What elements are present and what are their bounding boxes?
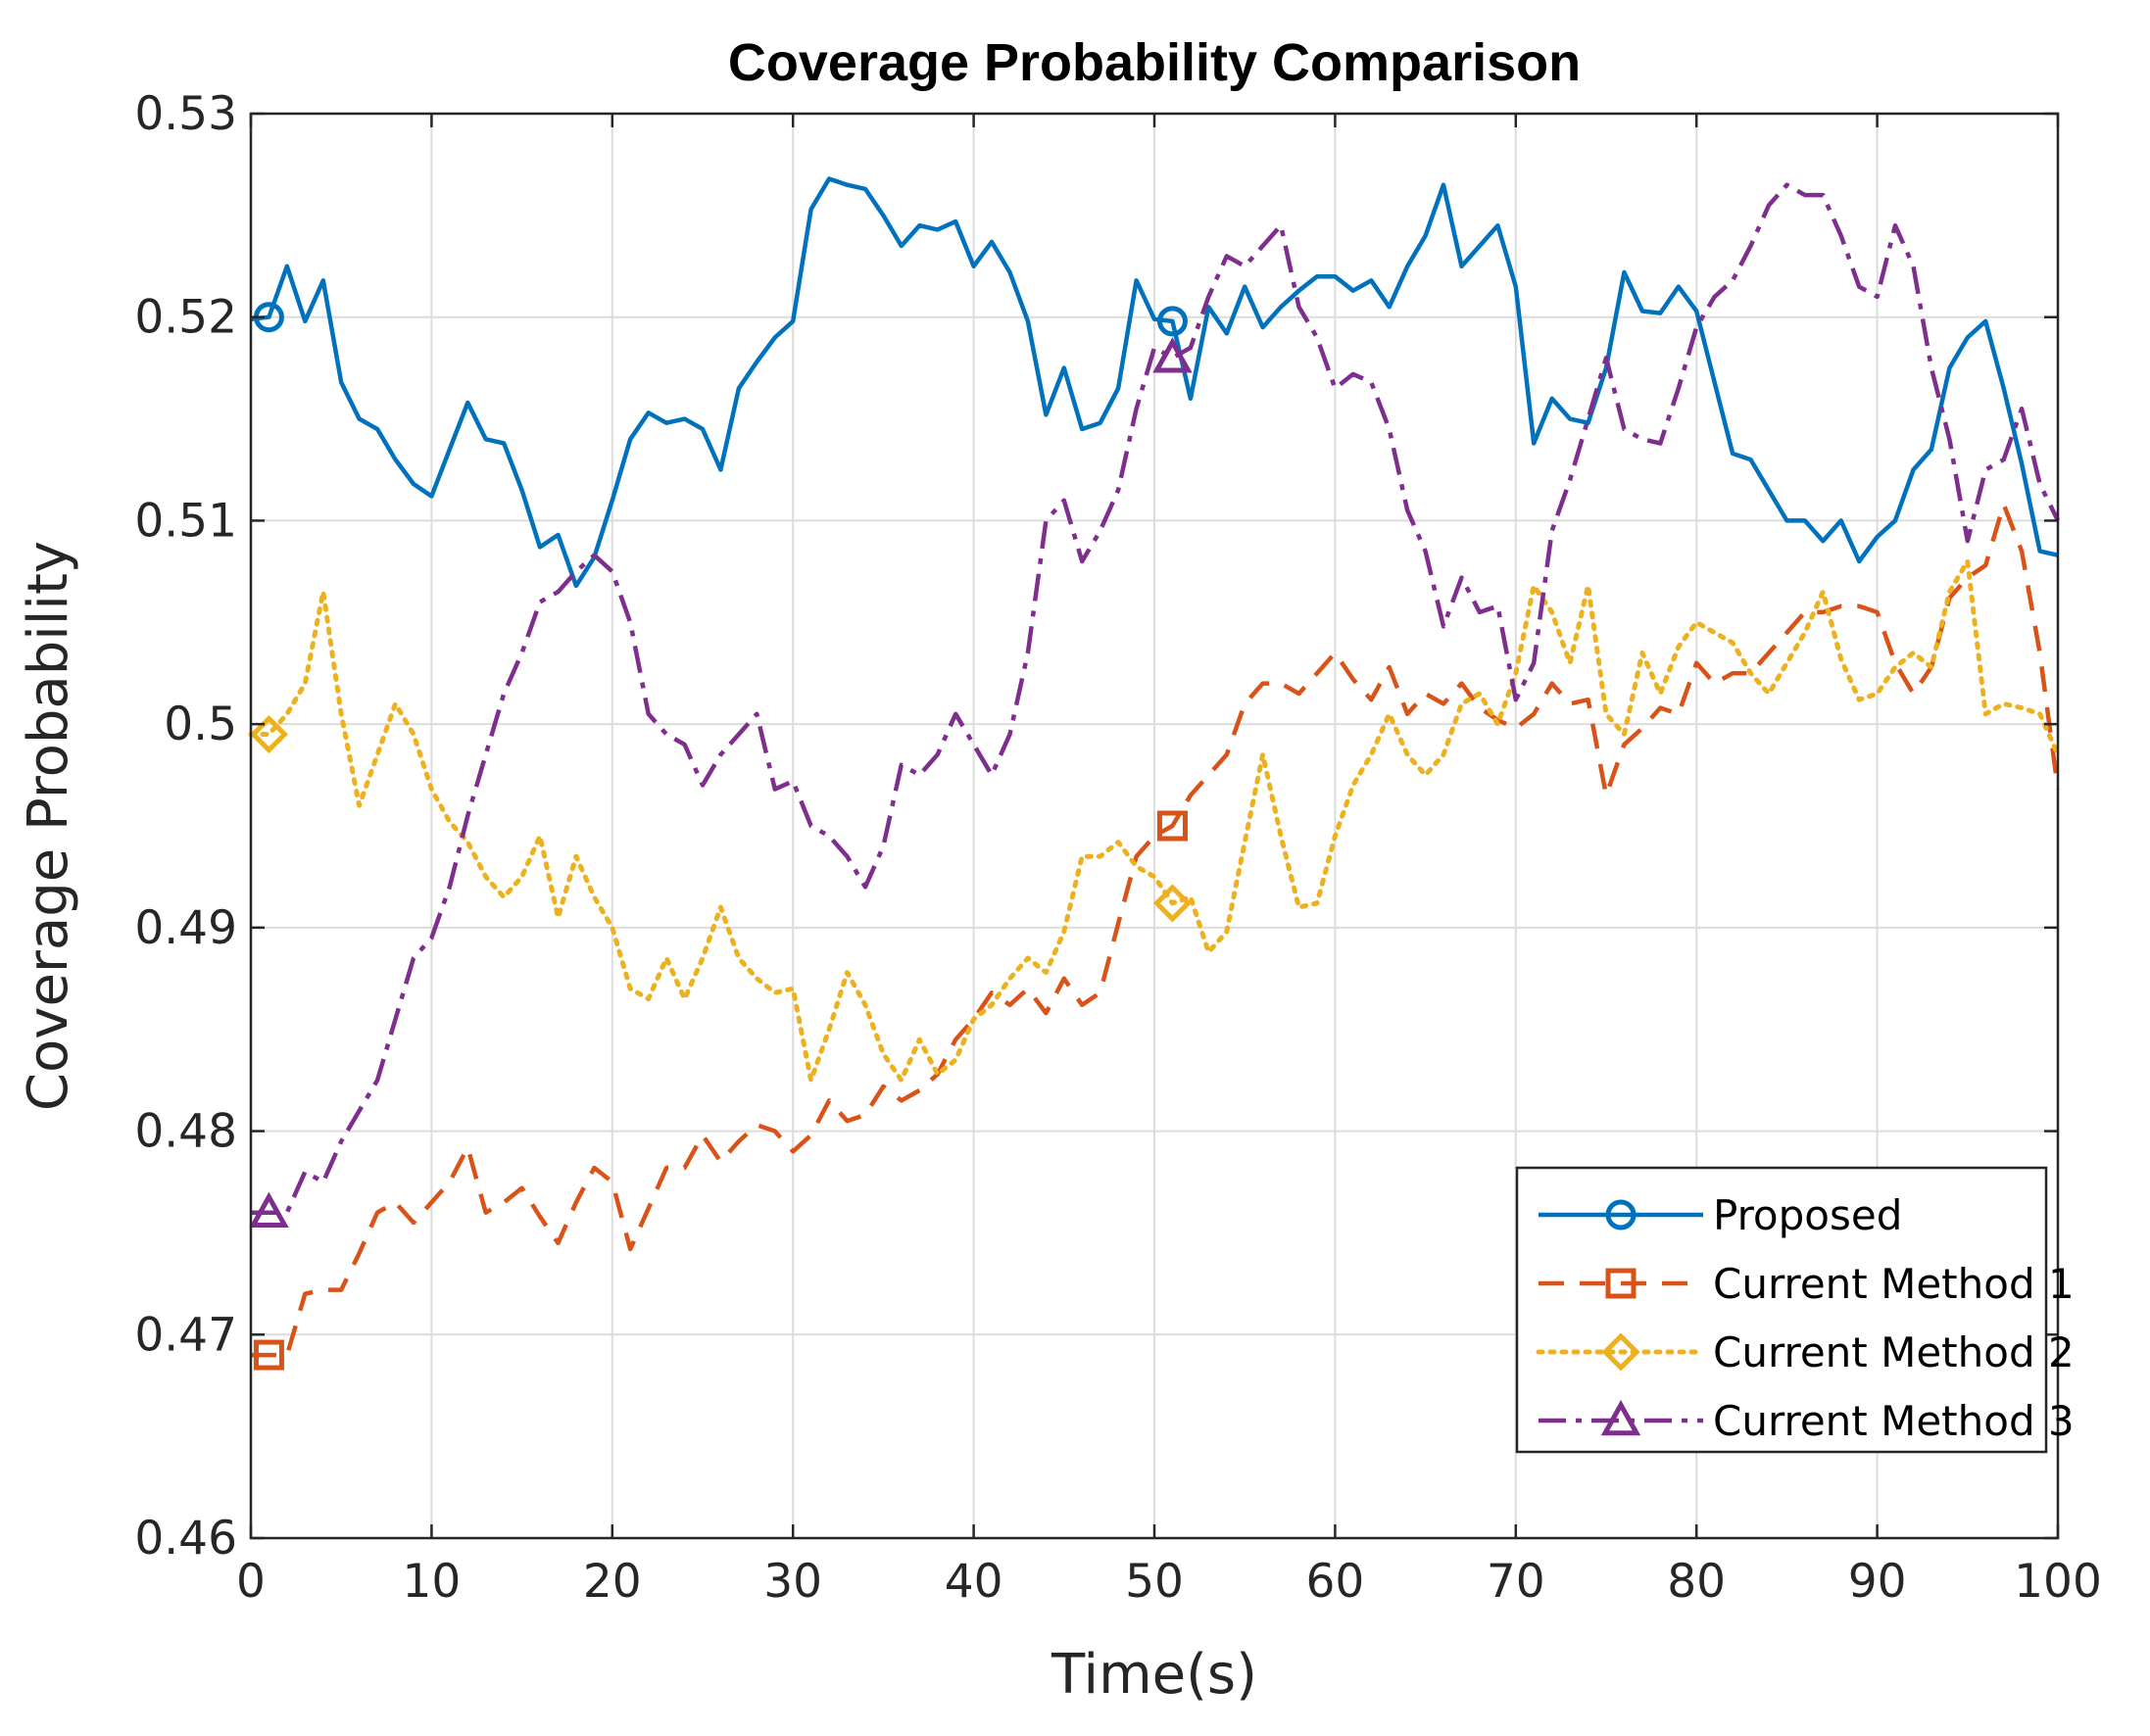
x-axis-label: Time(s) xyxy=(1051,1643,1257,1707)
x-tick-label-3: 30 xyxy=(763,1555,822,1609)
chart-title: Coverage Probability Comparison xyxy=(728,33,1581,92)
legend-label-4: Current Method 3 xyxy=(1713,1397,2075,1445)
y-tick-label-0: 0.46 xyxy=(134,1512,237,1566)
series-3-marker-1 xyxy=(249,714,288,754)
x-tick-label-4: 40 xyxy=(945,1555,1003,1609)
legend-marker-3 xyxy=(1601,1332,1640,1372)
series-line-3 xyxy=(248,558,2061,1084)
y-tick-label-1: 0.47 xyxy=(134,1308,237,1362)
legend: Proposed Current Method 1 Current Method 2… xyxy=(1515,1166,2075,1454)
y-axis-label: Coverage Probability xyxy=(17,541,80,1111)
legend-marker-1 xyxy=(1605,1199,1637,1230)
x-tick-label-5: 50 xyxy=(1125,1555,1184,1609)
x-tick-label-0: 0 xyxy=(236,1555,266,1609)
series-4-marker-1 xyxy=(249,1191,289,1228)
y-tick-label-7: 0.53 xyxy=(134,87,237,141)
x-tick-label-7: 70 xyxy=(1487,1555,1545,1609)
y-tick-label-4: 0.5 xyxy=(164,698,237,751)
series-line-1 xyxy=(250,176,2059,589)
series-2-marker-1 xyxy=(253,1339,284,1371)
y-tick-label-5: 0.51 xyxy=(134,494,237,548)
x-tick-label-9: 90 xyxy=(1848,1555,1907,1609)
series-4-marker-2 xyxy=(1152,337,1193,373)
legend-marker-2 xyxy=(1605,1268,1637,1299)
series-3-marker-2 xyxy=(1152,884,1192,923)
series-1-marker-2 xyxy=(1156,306,1188,337)
x-tick-label-1: 10 xyxy=(402,1555,461,1609)
y-tick-label-6: 0.52 xyxy=(134,291,237,345)
legend-label-1: Proposed xyxy=(1713,1191,1902,1239)
x-tick-label-2: 20 xyxy=(583,1555,642,1609)
legend-marker-4 xyxy=(1600,1399,1641,1436)
y-tick-label-2: 0.48 xyxy=(134,1105,237,1159)
legend-label-3: Current Method 2 xyxy=(1713,1328,2075,1376)
series-2-marker-2 xyxy=(1156,810,1188,842)
x-tick-label-10: 100 xyxy=(2014,1555,2102,1609)
legend-label-2: Current Method 1 xyxy=(1713,1260,2075,1308)
y-tick-label-3: 0.49 xyxy=(134,901,237,955)
x-tick-label-6: 60 xyxy=(1305,1555,1364,1609)
x-tick-label-8: 80 xyxy=(1667,1555,1726,1609)
